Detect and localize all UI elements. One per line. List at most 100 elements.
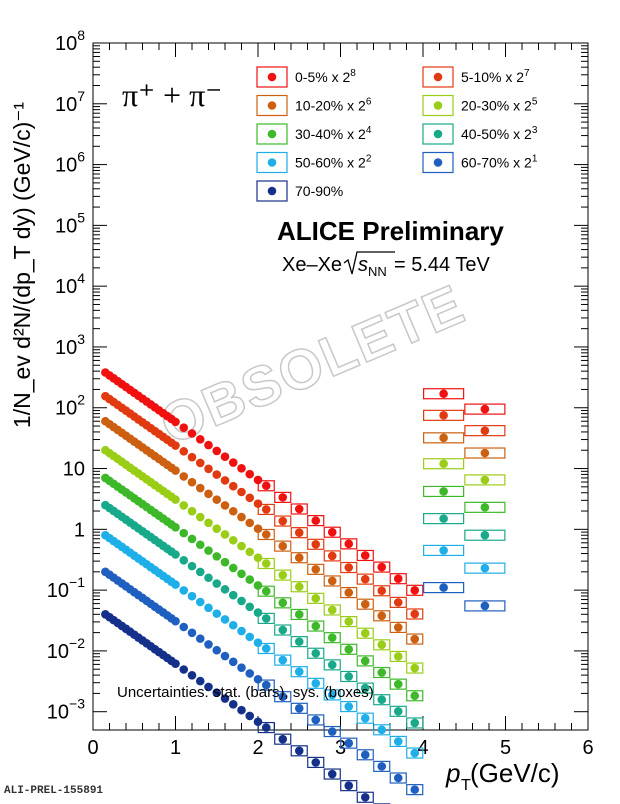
sys-box <box>274 654 292 666</box>
sys-box-wide <box>464 403 506 415</box>
data-point <box>220 452 230 462</box>
sys-box <box>290 552 308 564</box>
data-point <box>237 569 246 579</box>
sys-box <box>356 573 374 585</box>
data-point <box>393 773 403 783</box>
legend-marker <box>267 101 277 110</box>
data-point <box>228 700 238 709</box>
uncertainty-note: Uncertainties: stat. (bars), sys. (boxes… <box>117 684 374 701</box>
sys-box <box>290 702 308 714</box>
data-point <box>439 514 448 523</box>
data-point <box>204 440 213 450</box>
system-label: Xe–Xe s NN = 5.44 TeV <box>282 251 490 279</box>
data-point <box>212 524 222 533</box>
particle-label: π⁺ + π⁻ <box>122 77 222 113</box>
legend-label: 40-50% x 23 <box>461 125 538 142</box>
data-point <box>253 638 263 647</box>
data-point <box>179 622 189 632</box>
data-point <box>195 540 205 550</box>
data-point <box>245 518 255 528</box>
sys-box <box>389 678 407 690</box>
data-point <box>480 426 490 435</box>
data-point <box>220 585 230 594</box>
sys-box <box>257 585 275 597</box>
data-point <box>439 389 448 399</box>
data-point <box>278 493 288 502</box>
data-point <box>439 546 448 555</box>
sys-box <box>356 549 374 562</box>
series-5 <box>101 500 506 729</box>
data-point <box>360 551 370 560</box>
sys-box-wide <box>423 513 465 525</box>
sys-box <box>340 538 358 550</box>
data-point <box>344 702 354 711</box>
legend-label: 0-5% x 28 <box>295 68 356 85</box>
data-point <box>245 469 255 479</box>
sys-box-wide <box>423 409 465 421</box>
data-point <box>393 679 403 689</box>
data-point <box>195 567 205 577</box>
data-point <box>278 570 288 580</box>
data-point <box>360 713 370 723</box>
data-point <box>278 516 288 526</box>
sys-box <box>340 700 358 713</box>
data-point <box>311 715 321 725</box>
sys-box <box>340 586 358 599</box>
sys-box <box>257 612 275 624</box>
sys-box-wide <box>423 432 465 444</box>
data-point <box>294 746 304 756</box>
legend-box <box>422 151 454 174</box>
data-point <box>187 477 197 487</box>
sys-box <box>323 575 341 587</box>
sys-box <box>356 712 374 724</box>
data-point <box>245 632 255 642</box>
data-point <box>220 530 230 539</box>
data-point <box>179 447 189 456</box>
data-point <box>344 617 354 626</box>
data-point <box>253 608 263 617</box>
collab-label: ALICE Preliminary <box>277 216 504 246</box>
sys-box <box>257 480 275 492</box>
sys-box <box>274 733 292 745</box>
data-point <box>220 501 230 510</box>
sys-box <box>340 670 358 683</box>
data-point <box>179 528 189 538</box>
data-point <box>360 683 370 693</box>
data-point <box>311 565 321 574</box>
legend-label: 20-30% x 25 <box>461 97 538 114</box>
data-point <box>195 434 205 444</box>
series-layer <box>101 368 506 804</box>
data-point <box>195 483 205 493</box>
sys-box <box>356 749 374 761</box>
system-sqrt: s <box>358 254 368 276</box>
data-point <box>228 506 238 516</box>
data-point <box>204 489 213 499</box>
data-point <box>360 656 370 666</box>
sys-box <box>340 780 358 792</box>
data-point <box>187 628 197 638</box>
data-point <box>327 769 337 779</box>
data-point <box>311 621 321 631</box>
sys-box <box>340 737 358 749</box>
data-point <box>480 448 490 458</box>
sys-box <box>307 563 325 575</box>
sys-box <box>373 561 391 573</box>
sys-box <box>323 604 341 616</box>
data-point <box>261 481 271 491</box>
data-point <box>377 611 387 621</box>
data-point <box>410 634 420 644</box>
legend-label: 50-60% x 22 <box>295 154 372 171</box>
sys-box <box>274 569 292 581</box>
data-point <box>410 586 420 595</box>
data-point <box>360 599 370 609</box>
y-tick-label: 106 <box>55 149 85 177</box>
data-point <box>195 676 205 686</box>
sys-box <box>406 717 424 729</box>
sys-box <box>406 747 424 759</box>
data-point <box>439 411 448 420</box>
sys-box <box>373 760 391 772</box>
system-sub: NN <box>368 264 387 279</box>
legend-marker <box>433 158 443 167</box>
data-point <box>179 423 189 432</box>
data-point <box>344 588 354 597</box>
